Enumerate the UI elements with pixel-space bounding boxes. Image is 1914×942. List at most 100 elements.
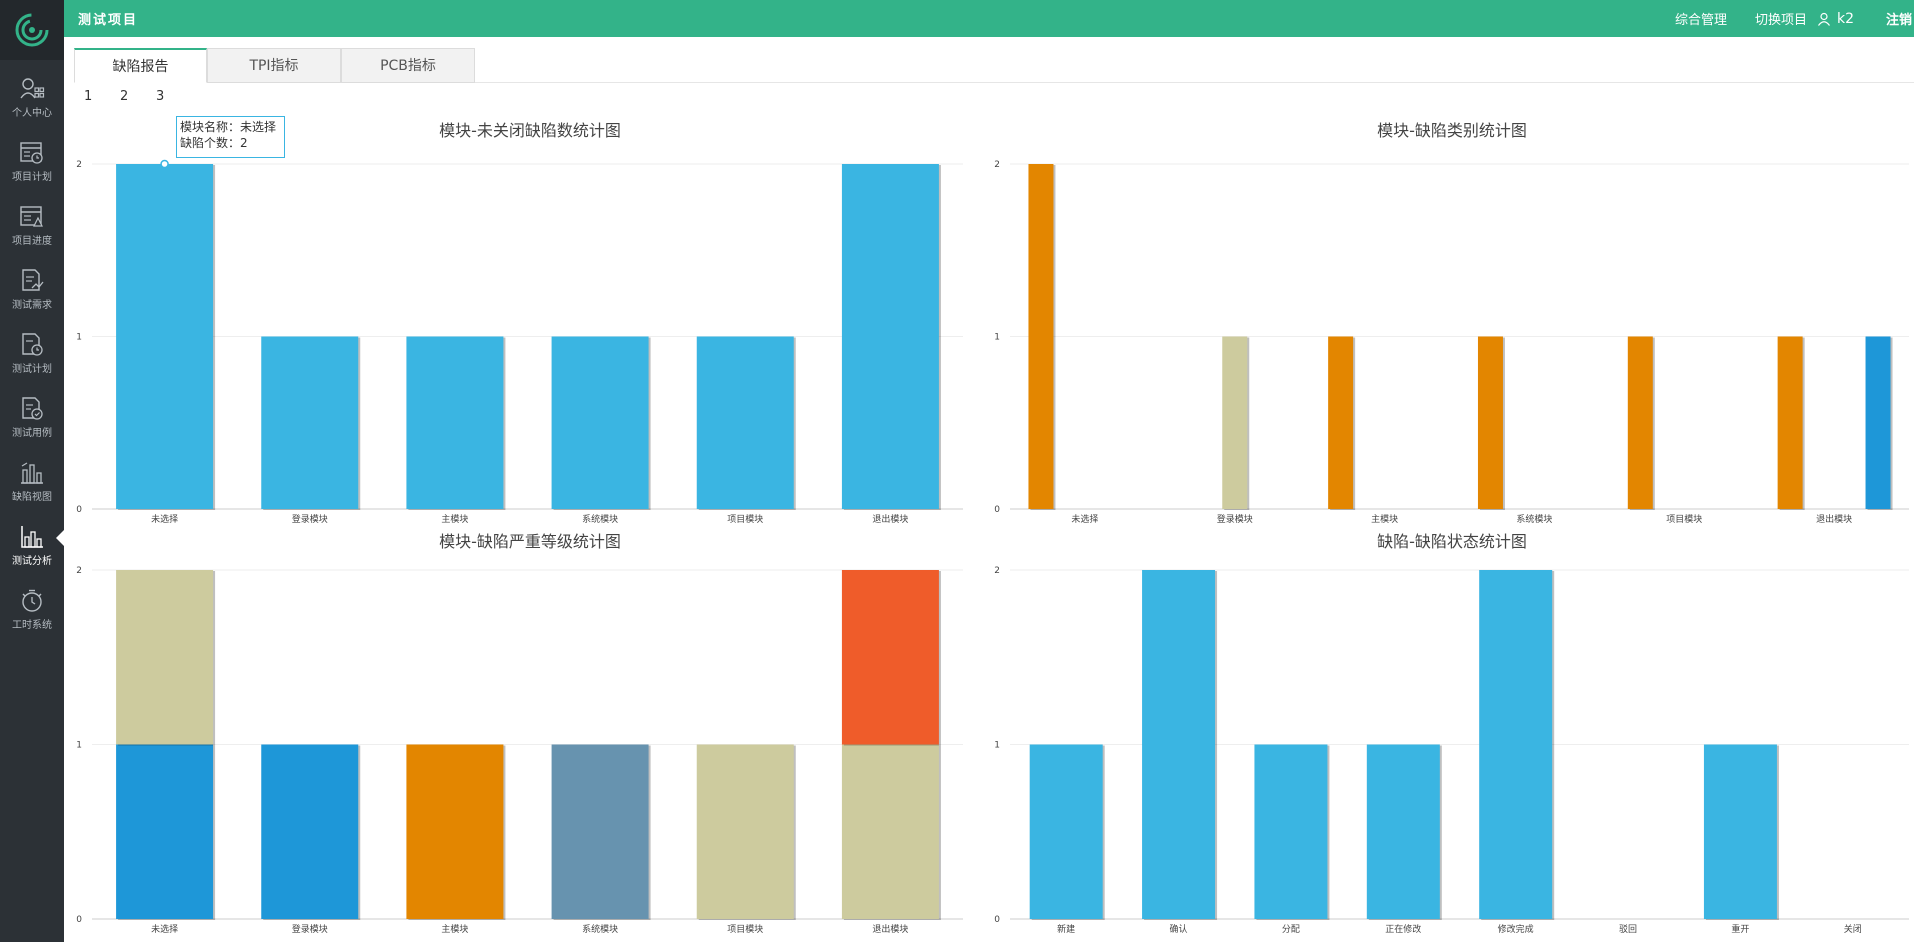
x-tick-label: 系统模块: [582, 923, 618, 935]
sidebar-item-project-progress[interactable]: 项目进度: [0, 198, 64, 262]
test-case-icon: [22, 397, 43, 420]
sidebar-item-test-analysis[interactable]: 测试分析: [0, 518, 64, 582]
y-tick-label: 2: [76, 566, 82, 576]
x-tick-label: 主模块: [1371, 513, 1398, 525]
bar: [841, 570, 939, 745]
bar: [551, 744, 649, 919]
x-tick-label: 项目模块: [727, 513, 763, 525]
x-tick-label: 新建: [1057, 923, 1075, 935]
switch-project-link[interactable]: 切换项目: [1754, 13, 1807, 28]
chart-title: 模块-未关闭缺陷数统计图: [439, 121, 621, 140]
project-plan-icon: [20, 142, 43, 164]
x-tick-label: 退出模块: [872, 513, 908, 525]
project-title: 测试项目: [78, 13, 139, 28]
bar: [406, 744, 504, 919]
page-link-2[interactable]: 2: [120, 89, 129, 104]
sidebar-item-label: 缺陷视图: [12, 492, 52, 503]
y-tick-label: 2: [994, 160, 1000, 170]
y-tick-label: 0: [76, 915, 82, 925]
sidebar-item-test-requirement[interactable]: 测试需求: [0, 262, 64, 326]
tab-tpi-indicator[interactable]: TPI指标: [207, 48, 341, 83]
timesheet-icon: [22, 589, 42, 612]
y-tick-label: 1: [994, 741, 1000, 751]
page-link-1[interactable]: 1: [84, 89, 93, 104]
x-tick-label: 正在修改: [1385, 923, 1421, 935]
sidebar-item-label: 项目进度: [12, 236, 52, 247]
test-analysis-icon: [21, 526, 43, 548]
logout-link[interactable]: 注销: [1885, 13, 1912, 28]
y-tick-label: 0: [994, 915, 1000, 925]
y-tick-label: 2: [994, 566, 1000, 576]
sidebar-item-label: 工时系统: [12, 620, 52, 631]
app-logo[interactable]: [0, 0, 64, 60]
sidebar-item-user-center[interactable]: 个人中心: [0, 70, 64, 134]
user-icon: [1817, 12, 1831, 26]
x-tick-label: 驳回: [1619, 924, 1637, 935]
bar: [1028, 164, 1054, 509]
test-plan-icon: [22, 333, 43, 356]
bar: [841, 744, 939, 919]
top-header: 测试项目 综合管理 切换项目 k2 注销: [64, 0, 1914, 37]
nav-manage-link[interactable]: 综合管理: [1674, 13, 1727, 28]
chart-title: 模块-缺陷严重等级统计图: [439, 532, 621, 551]
project-progress-icon: [20, 206, 43, 227]
tooltip-defect-count: 缺陷个数：2: [180, 136, 248, 150]
bar: [1328, 336, 1354, 509]
bar: [1142, 570, 1216, 919]
sidebar-item-test-case[interactable]: 测试用例: [0, 390, 64, 454]
bar: [1222, 336, 1248, 509]
x-tick-label: 项目模块: [1666, 513, 1702, 525]
sidebar: 个人中心 项目计划 项目进度: [0, 0, 64, 942]
bar: [1777, 336, 1803, 509]
sidebar-item-label: 个人中心: [12, 108, 52, 119]
x-tick-label: 关闭: [1844, 923, 1862, 935]
bar: [696, 336, 794, 509]
x-tick-label: 重开: [1731, 923, 1749, 935]
bar: [696, 744, 794, 919]
y-tick-label: 2: [76, 160, 82, 170]
x-tick-label: 系统模块: [1516, 513, 1552, 525]
x-tick-label: 主模块: [441, 513, 468, 525]
x-tick-label: 未选择: [151, 923, 178, 935]
x-tick-label: 系统模块: [582, 513, 618, 525]
chart-title: 模块-缺陷类别统计图: [1377, 121, 1527, 140]
bar: [1477, 336, 1503, 509]
chart-tooltip: 模块名称：未选择 缺陷个数：2: [176, 116, 285, 158]
x-tick-label: 登录模块: [1217, 513, 1253, 525]
x-tick-label: 修改完成: [1498, 923, 1534, 935]
bar: [1366, 744, 1440, 919]
user-center-icon: [20, 78, 45, 99]
x-tick-label: 退出模块: [872, 923, 908, 935]
sidebar-item-label: 项目计划: [12, 172, 52, 183]
pager: 1 2 3: [84, 89, 192, 104]
x-tick-label: 项目模块: [727, 923, 763, 935]
bar: [116, 744, 214, 919]
bar: [1479, 570, 1553, 919]
user-name[interactable]: k2: [1836, 10, 1854, 27]
sidebar-item-label: 测试分析: [12, 556, 52, 567]
x-tick-label: 主模块: [441, 923, 468, 935]
y-tick-label: 1: [994, 333, 1000, 343]
tabs-divider: [74, 82, 1914, 83]
x-tick-label: 登录模块: [292, 513, 328, 525]
page-link-3[interactable]: 3: [156, 89, 165, 104]
sidebar-item-defect-view[interactable]: 缺陷视图: [0, 454, 64, 518]
sidebar-item-project-plan[interactable]: 项目计划: [0, 134, 64, 198]
sidebar-item-test-plan[interactable]: 测试计划: [0, 326, 64, 390]
bar: [116, 164, 214, 509]
bar: [406, 336, 504, 509]
tab-pcb-indicator[interactable]: PCB指标: [341, 48, 475, 83]
tab-defect-report[interactable]: 缺陷报告: [74, 48, 207, 83]
sidebar-item-timesheet[interactable]: 工时系统: [0, 582, 64, 646]
bar: [1029, 744, 1103, 919]
bar: [1254, 744, 1328, 919]
y-tick-label: 1: [76, 741, 82, 751]
sidebar-item-label: 测试需求: [12, 300, 52, 311]
bar: [261, 336, 359, 509]
bar: [1627, 336, 1653, 509]
sidebar-item-label: 测试计划: [12, 364, 52, 375]
report-tabs: 缺陷报告 TPI指标 PCB指标: [74, 48, 475, 83]
chart-title: 缺陷-缺陷状态统计图: [1377, 532, 1527, 551]
bar: [261, 744, 359, 919]
